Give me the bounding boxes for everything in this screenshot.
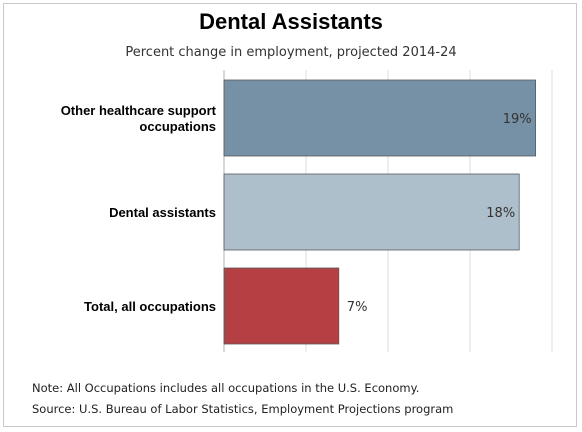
category-label-0: Other healthcare support occupations — [61, 103, 217, 134]
bar-0 — [223, 79, 537, 157]
value-label-1: 18% — [486, 206, 515, 221]
chart-note: Note: All Occupations includes all occup… — [32, 381, 420, 395]
chart-source: Source: U.S. Bureau of Labor Statistics,… — [32, 402, 454, 416]
value-label-2: 7% — [347, 300, 368, 315]
chart-title: Dental Assistants — [199, 9, 383, 34]
chart-subtitle: Percent change in employment, projected … — [125, 45, 457, 60]
category-label-line: Total, all occupations — [84, 299, 216, 314]
category-label-line: occupations — [139, 119, 216, 134]
category-label-2: Total, all occupations — [84, 299, 216, 314]
bar-2 — [223, 267, 340, 345]
bar-1 — [223, 173, 520, 251]
value-label-0: 19% — [503, 112, 532, 127]
category-label-line: Other healthcare support — [61, 103, 217, 118]
category-label-line: Dental assistants — [109, 205, 216, 220]
category-label-1: Dental assistants — [109, 205, 216, 220]
